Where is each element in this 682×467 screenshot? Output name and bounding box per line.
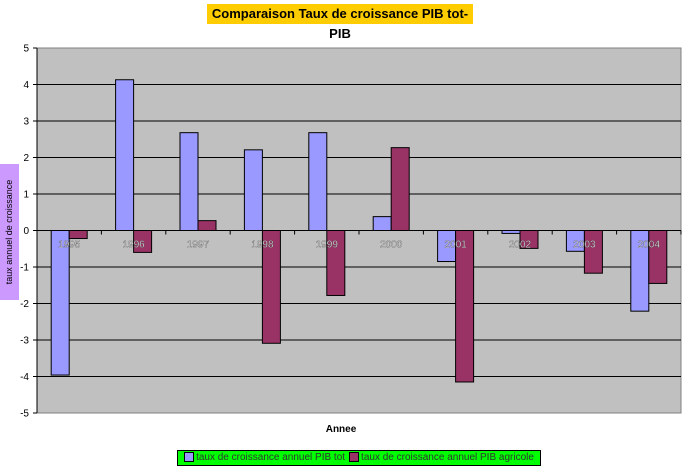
x-axis-label: Annee (325, 424, 357, 435)
bar-tot-1996 (115, 79, 135, 231)
y-tick-label: -3 (20, 336, 29, 347)
x-tick-label: 2000 (380, 240, 403, 251)
bar-tot-1998 (243, 149, 263, 232)
y-tick-label: 1 (23, 190, 29, 201)
legend-item-agricole: taux de croissance annuel PIB agricole (349, 451, 534, 465)
bar-agricole-2000 (390, 147, 410, 232)
bar-agricole-2001 (455, 230, 475, 383)
y-tick-label: 5 (23, 44, 29, 55)
bar-agricole-1997 (197, 220, 217, 232)
x-tick-label: 1998 (251, 240, 274, 251)
bar-tot-1997 (179, 132, 199, 231)
legend-label-agricole: taux de croissance annuel PIB agricole (361, 452, 534, 463)
bar-agricole-1995 (68, 230, 88, 240)
y-tick-label: -2 (20, 299, 29, 310)
x-tick-label: 1997 (187, 240, 210, 251)
chart-title: Comparaison Taux de croissance PIB tot-P… (207, 4, 473, 41)
y-axis-label-box (0, 164, 19, 300)
bar-tot-1995 (50, 230, 70, 376)
y-tick-label: -4 (20, 372, 29, 383)
legend-swatch-agricole (349, 452, 360, 463)
x-tick-label: 1999 (316, 240, 339, 251)
bar-tot-2000 (372, 216, 392, 232)
y-tick-label: -5 (20, 409, 29, 420)
x-tick-label: 2001 (444, 240, 467, 251)
legend-item-tot: taux de croissance annuel PIB tot (184, 451, 345, 465)
legend-swatch-tot (184, 452, 195, 463)
y-tick-label: 4 (23, 80, 29, 91)
legend-label-tot: taux de croissance annuel PIB tot (196, 452, 346, 463)
bar-agricole-2004 (648, 230, 668, 284)
y-tick-label: 3 (23, 117, 29, 128)
y-tick-label: -1 (20, 263, 29, 274)
y-tick-label: 2 (23, 153, 29, 164)
legend: taux de croissance annuel PIB tot taux d… (177, 450, 541, 466)
bar-tot-1999 (308, 132, 328, 231)
x-tick-label: 2004 (638, 240, 661, 251)
x-tick-label: 2002 (509, 240, 532, 251)
x-tick-label: 1996 (122, 240, 145, 251)
y-tick-label: 0 (23, 226, 29, 237)
x-tick-label: 1995 (58, 240, 81, 251)
bar-agricole-2003 (583, 230, 603, 274)
x-tick-label: 2003 (573, 240, 596, 251)
